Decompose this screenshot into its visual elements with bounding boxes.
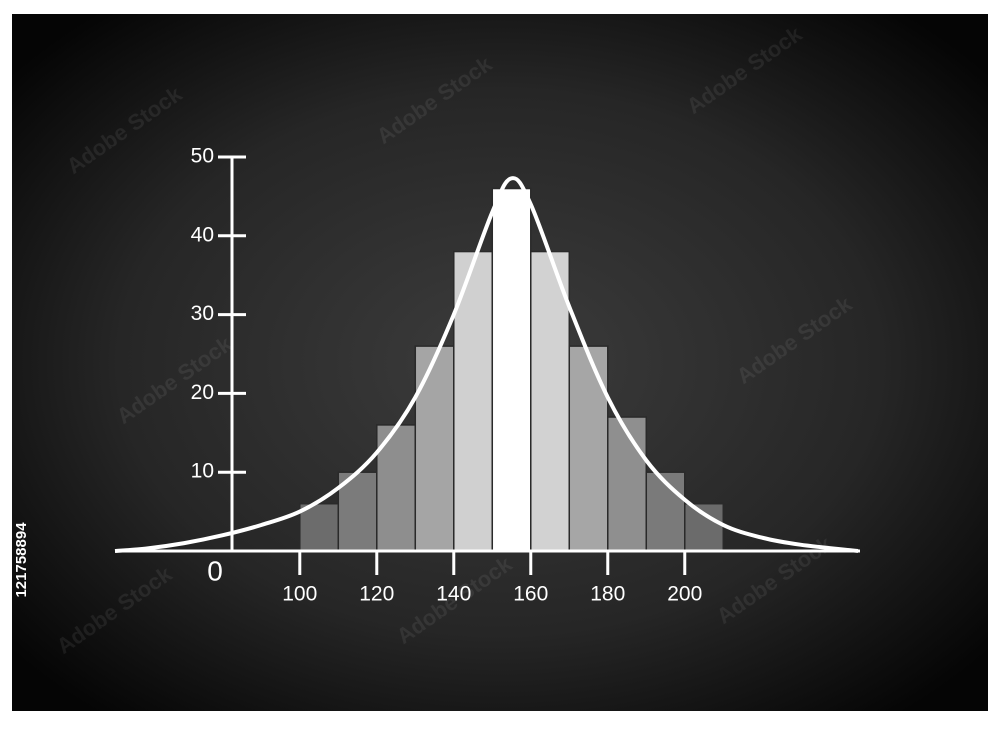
plot-area: 0 10 20 30 40 50 100 120 140 160 180 200 (114, 145, 860, 606)
x-tick-label: 100 (282, 583, 317, 606)
bar (414, 345, 455, 552)
y-tick-label: 50 (191, 145, 214, 168)
x-tick-label: 120 (359, 583, 394, 606)
x-tick-label: 160 (513, 583, 548, 606)
y-tick-label: 30 (191, 302, 214, 325)
bar (607, 416, 648, 552)
y-tick-label: 20 (191, 381, 214, 404)
distribution-curve (114, 176, 859, 553)
bar (568, 345, 609, 552)
y-tick-label: 10 (191, 460, 214, 483)
x-tick-label: 180 (590, 583, 625, 606)
x-tick-label: 200 (667, 583, 702, 606)
origin-label: 0 (207, 555, 223, 586)
bar (491, 187, 532, 552)
image-id: 121758894 (13, 522, 30, 598)
bar (684, 502, 725, 552)
y-tick-label: 40 (191, 223, 214, 246)
x-tick-label: 140 (436, 583, 471, 606)
